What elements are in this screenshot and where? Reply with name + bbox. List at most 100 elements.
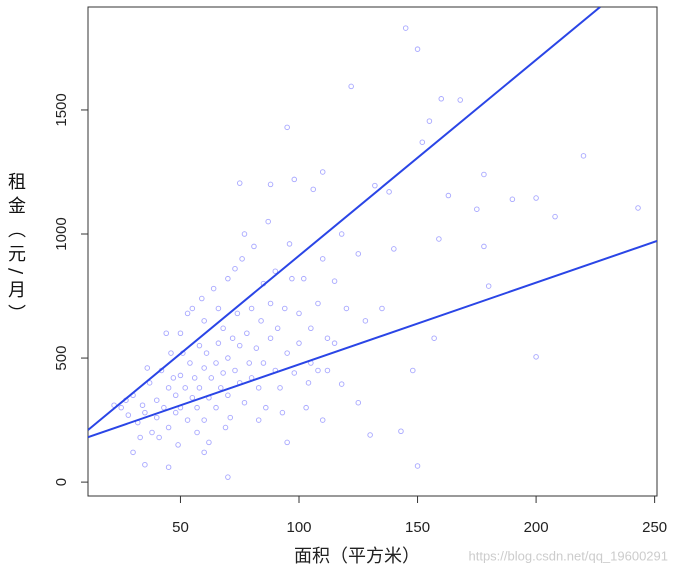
point [229, 335, 236, 341]
point [279, 409, 286, 416]
point [379, 305, 385, 312]
point [445, 192, 452, 199]
point [225, 474, 231, 480]
point [213, 360, 219, 366]
point [319, 169, 326, 175]
point [308, 325, 314, 332]
point [305, 380, 312, 386]
fit-line [88, 7, 601, 431]
point [260, 360, 267, 366]
y-tick-label: 500 [53, 346, 70, 371]
point [414, 46, 421, 52]
point [161, 404, 167, 411]
point [303, 404, 309, 411]
point [253, 345, 260, 351]
point [184, 310, 191, 317]
point [398, 428, 404, 434]
point [284, 350, 290, 356]
point [580, 153, 587, 159]
point [267, 300, 274, 307]
point [165, 464, 172, 470]
point [315, 367, 321, 374]
point [241, 399, 248, 406]
point [175, 442, 181, 448]
point [236, 180, 243, 186]
point [386, 189, 392, 195]
point [227, 414, 233, 421]
point [225, 392, 231, 399]
point [291, 176, 298, 183]
point [163, 330, 169, 336]
point [296, 340, 302, 346]
point [206, 439, 212, 446]
point [194, 429, 200, 436]
point [203, 350, 210, 356]
point [130, 449, 136, 456]
point [355, 399, 362, 406]
point [282, 305, 288, 312]
point [414, 463, 421, 469]
point [286, 241, 293, 247]
point [184, 417, 191, 423]
point [343, 305, 350, 312]
point [172, 409, 179, 416]
point [426, 118, 433, 124]
point [156, 434, 162, 441]
point [291, 370, 298, 376]
point [137, 434, 143, 441]
point [142, 461, 148, 468]
point [125, 412, 132, 418]
point [533, 195, 539, 201]
point [189, 395, 196, 401]
point [196, 342, 203, 349]
point [187, 360, 193, 366]
point [225, 275, 231, 282]
point [248, 305, 255, 312]
y-tick-label: 1000 [53, 217, 70, 250]
point [296, 310, 302, 317]
point [236, 342, 243, 349]
point [218, 385, 224, 391]
point [367, 432, 373, 438]
point [182, 385, 188, 391]
x-tick-label: 150 [405, 519, 430, 536]
point [246, 360, 252, 366]
point [402, 25, 409, 31]
point [220, 325, 226, 332]
point [146, 380, 153, 386]
point [310, 186, 316, 193]
point [274, 325, 281, 332]
x-tick-label: 250 [642, 519, 667, 536]
point [267, 181, 274, 188]
point [251, 243, 257, 250]
point [222, 424, 229, 431]
point [191, 375, 198, 381]
point [284, 439, 290, 446]
point [338, 231, 345, 237]
y-tick-label: 1500 [53, 93, 70, 126]
point [277, 385, 283, 391]
point [196, 385, 203, 391]
point [201, 417, 207, 423]
point [265, 218, 271, 225]
point [485, 283, 492, 289]
point [170, 375, 177, 381]
point [338, 381, 345, 387]
point [239, 256, 245, 262]
point [220, 370, 226, 376]
point [284, 124, 290, 131]
point [149, 429, 155, 436]
point [324, 367, 331, 374]
point [289, 275, 295, 282]
points [111, 25, 641, 480]
point [267, 335, 274, 341]
point [210, 285, 217, 292]
point [201, 318, 207, 324]
point [234, 310, 241, 317]
point [431, 335, 437, 341]
point [255, 417, 262, 423]
point [457, 97, 463, 103]
point [258, 318, 264, 324]
